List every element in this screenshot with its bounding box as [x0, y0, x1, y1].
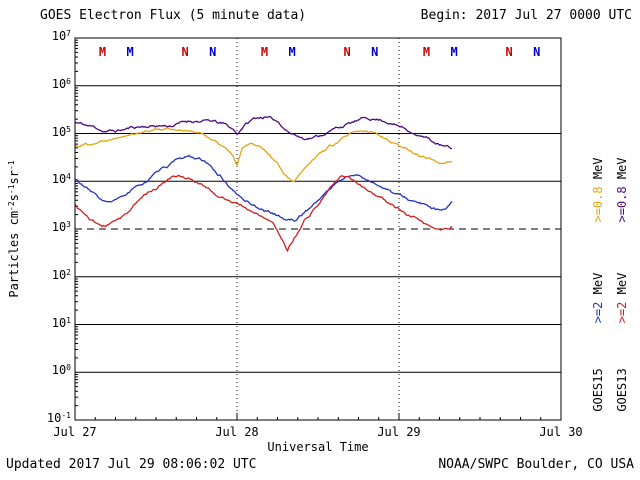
legend-unit: MeV: [591, 157, 605, 187]
chart-title: GOES Electron Flux (5 minute data): [40, 8, 307, 23]
legend-threshold-value: >=2: [591, 301, 605, 324]
y-axis-label-text: sr: [7, 169, 21, 185]
flux-curve-goes13-2-mev: [74, 174, 453, 253]
legend-satellite-goes15: GOES15: [591, 368, 605, 412]
y-tick-label-10e6: 106: [51, 76, 71, 91]
noon-midnight-marker-n: N: [371, 45, 378, 59]
noon-midnight-marker-n: N: [344, 45, 351, 59]
flux-curve-goes15-0-8-mev: [74, 127, 453, 183]
x-tick-label-jul-30: Jul 30: [539, 425, 583, 439]
y-tick-exponent: 7: [66, 29, 71, 38]
legend-threshold-value: >=0.8: [615, 186, 629, 223]
legend-unit: MeV: [615, 272, 629, 302]
y-tick-exponent: -1: [61, 411, 71, 420]
legend-goes13-0.8: >=0.8 MeV: [615, 157, 629, 222]
y-tick-label-10e2: 102: [51, 267, 71, 282]
y-tick-exponent: 1: [66, 315, 71, 325]
updated-timestamp: Updated 2017 Jul 29 08:06:02 UTC: [6, 457, 257, 472]
noon-midnight-marker-n: N: [209, 45, 216, 59]
noon-midnight-marker-m: M: [261, 45, 268, 59]
y-tick-exponent: 0: [66, 363, 71, 373]
y-axis-label-exponent: -1: [7, 184, 16, 195]
noon-midnight-marker-n: N: [506, 45, 513, 59]
noon-midnight-marker-n: N: [182, 45, 189, 59]
y-tick-exponent: 6: [66, 76, 71, 86]
legend-threshold-value: >=0.8: [591, 186, 605, 223]
x-axis-label: Universal Time: [267, 440, 369, 454]
legend-threshold-value: >=2: [615, 301, 629, 324]
y-tick-label-10e4: 104: [51, 172, 71, 187]
y-tick-label-10e7: 107: [51, 29, 71, 43]
noon-midnight-marker-n: N: [533, 45, 540, 59]
plot-border: [74, 37, 562, 421]
legend-unit: MeV: [591, 272, 605, 302]
y-tick-label-10e1: 101: [51, 315, 71, 330]
y-tick-exponent: 2: [66, 267, 71, 277]
noon-midnight-marker-m: M: [450, 45, 457, 59]
noon-midnight-marker-m: M: [126, 45, 133, 59]
y-axis-label-text: s: [7, 194, 21, 202]
y-axis-label-exponent: -2: [7, 201, 16, 211]
y-tick-label-10e0: 100: [51, 363, 71, 378]
flux-curve-goes13-0-8-mev: [74, 115, 453, 150]
y-axis-label: Particles cm-2s-1sr-1: [7, 160, 21, 297]
credit-label: NOAA/SWPC Boulder, CO USA: [438, 457, 634, 472]
x-tick-label-jul-28: Jul 28: [215, 425, 259, 439]
noon-midnight-marker-m: M: [99, 45, 106, 59]
y-tick-label-10e-1: 10-1: [46, 411, 71, 425]
y-tick-label-10e5: 105: [51, 124, 71, 139]
noon-midnight-marker-m: M: [423, 45, 430, 59]
legend-goes13-2: >=2 MeV: [615, 273, 629, 324]
begin-timestamp: Begin: 2017 Jul 27 0000 UTC: [420, 8, 632, 23]
y-tick-exponent: 5: [66, 124, 71, 134]
y-tick-exponent: 3: [66, 220, 71, 229]
x-tick-label-jul-29: Jul 29: [377, 425, 421, 439]
legend-unit: MeV: [615, 157, 629, 187]
flux-curve-goes15-2-mev: [74, 154, 453, 222]
legend-goes15-0.8: >=0.8 MeV: [591, 157, 605, 222]
legend-goes15-2: >=2 MeV: [591, 273, 605, 324]
noon-midnight-marker-m: M: [288, 45, 295, 59]
y-axis-label-text: Particles cm: [7, 210, 21, 298]
y-axis-label-exponent: -1: [7, 160, 16, 170]
y-tick-exponent: 4: [66, 172, 71, 182]
y-tick-label-10e3: 103: [51, 220, 71, 234]
x-tick-label-jul-27: Jul 27: [53, 425, 97, 439]
legend-satellite-goes13: GOES13: [615, 368, 629, 412]
